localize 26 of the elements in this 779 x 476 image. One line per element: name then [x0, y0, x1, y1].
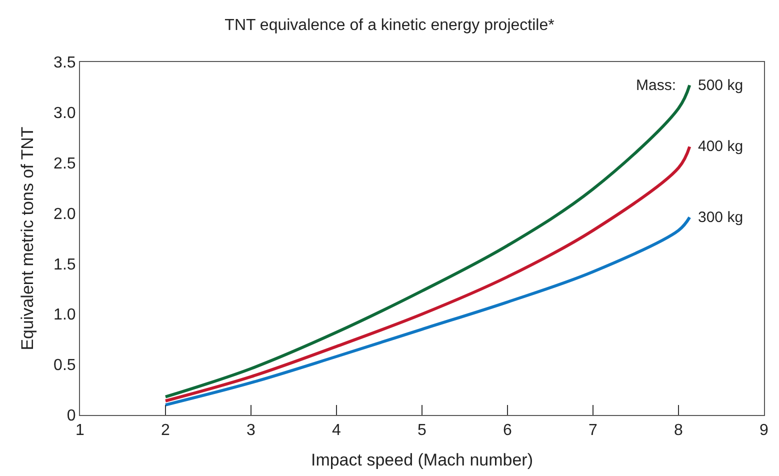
x-tick-label: 2: [161, 422, 170, 440]
x-tick-label: 9: [760, 422, 769, 440]
y-tick-label: 0.5: [54, 357, 76, 374]
annotation: Mass:: [636, 77, 676, 94]
y-tick-label: 3.0: [54, 105, 76, 122]
line-series: [164, 216, 692, 406]
x-tick-label: 8: [674, 422, 684, 440]
y-axis-title: Equivalent metric tons of TNT: [18, 126, 38, 350]
series-label: 500 kg: [698, 77, 744, 94]
y-tick-label: 0: [66, 408, 76, 425]
x-tick-label: 3: [246, 422, 256, 440]
y-tick-label: 3.5: [54, 54, 76, 72]
x-tick-label: 1: [76, 422, 85, 440]
x-axis-title: Impact speed (Mach number): [310, 450, 534, 470]
y-tick-label: 2.0: [54, 206, 76, 223]
series-label: 300 kg: [698, 209, 744, 226]
x-tick-label: 4: [332, 422, 342, 440]
x-tick-label: 6: [503, 422, 512, 440]
y-tick-label: 1.5: [54, 256, 76, 274]
line-series: [164, 145, 692, 402]
series-label: 400 kg: [698, 138, 744, 155]
x-tick-label: 5: [418, 422, 427, 440]
chart-title: TNT equivalence of a kinetic energy projectile*: [224, 17, 554, 34]
y-tick-label: 2.5: [54, 155, 76, 172]
y-tick-label: 1.0: [54, 306, 76, 324]
x-tick-label: 7: [588, 422, 598, 440]
